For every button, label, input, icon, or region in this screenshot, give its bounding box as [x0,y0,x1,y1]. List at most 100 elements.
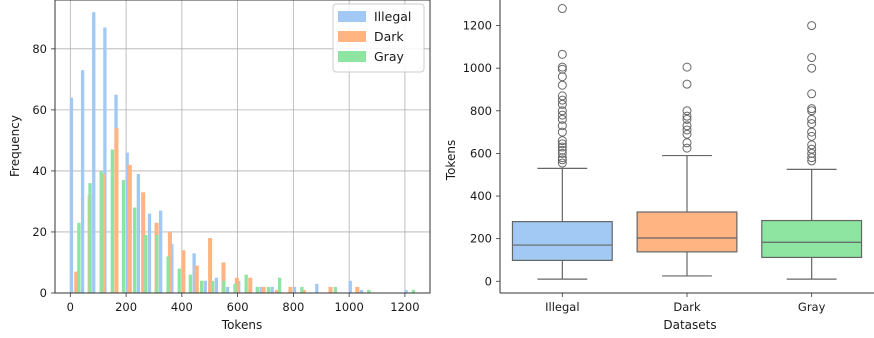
histogram-y-tick-label: 60 [32,103,47,117]
boxplot-panel: 0 200 400 600 800 1000 1200 Illegal Dark Gray Da… [444,0,874,332]
box-outlier-dark [682,111,692,121]
box-outlier-illegal [557,49,567,59]
histogram-x-tick-label: 0 [67,300,74,314]
histogram-bar-illegal [136,173,141,293]
histogram-panel: 0 200 400 600 800 1000 1200 0 20 40 60 80 Tokens F… [8,0,431,332]
histogram-bar-dark [261,286,266,293]
histogram-bar-illegal [92,12,96,293]
histogram-bar-gray [222,280,226,293]
histogram-bar-gray [155,235,159,293]
histogram-bar-dark [221,262,226,293]
histogram-bar-gray [244,274,248,293]
box-outlier-gray [807,53,817,63]
box-outlier-illegal [557,127,567,137]
box-outlier-illegal [557,106,567,116]
histogram-bar-dark [181,250,186,293]
histogram-bar-dark [234,277,239,293]
box-outlier-illegal [557,145,567,155]
histogram-bar-gray [277,277,282,293]
histogram-bar-illegal [214,277,219,293]
histogram-bar-gray [77,222,81,293]
box-outlier-illegal [557,136,567,146]
histogram-bar-illegal [203,280,207,293]
box-outlier-illegal [557,153,567,163]
legend-label-gray: Gray [374,49,404,64]
box-outlier-gray [807,89,817,99]
histogram-bar-gray [255,286,259,293]
box-body-illegal [511,221,613,261]
boxplot-y-tick-label: 800 [470,104,492,118]
boxplot-y-tick-label: 400 [470,189,492,203]
boxplot-y-tick-label: 200 [470,232,492,246]
histogram-x-tick-label: 1200 [390,300,419,314]
histogram-x-tick-label: 800 [282,300,304,314]
box-outlier-gray [807,119,817,129]
histogram-bar-dark [167,231,172,293]
histogram-bar-illegal [192,253,196,293]
histogram-bar-gray [333,286,338,293]
box-outlier-illegal [557,148,567,158]
histogram-x-tick-label: 600 [227,300,249,314]
histogram-bar-gray [132,207,137,293]
histogram-bar-illegal [225,286,230,293]
boxplot-y-ticks: 0 200 400 600 800 1000 1200 [463,19,500,288]
box-outlier-gray [807,156,817,166]
histogram-bar-dark [288,286,293,293]
box-outlier-gray [807,131,817,141]
boxplot-y-tick-label: 1000 [463,61,492,75]
box-outlier-gray [807,63,817,73]
box-outlier-gray [807,114,817,124]
histogram-y-tick-label: 40 [32,164,47,178]
histogram-y-tick-label: 80 [32,42,47,56]
boxplot-x-ticks: Illegal Dark Gray [545,293,826,314]
legend-label-illegal: Illegal [374,9,411,24]
histogram-bar-illegal [80,70,85,294]
box-outlier-illegal [557,155,567,165]
box-outlier-gray [807,127,817,137]
histogram-bar-gray [411,289,416,293]
histogram-y-ticks: 0 20 40 60 80 [32,42,55,300]
histogram-bar-gray [166,256,170,293]
histogram-bar-gray [211,280,215,293]
boxplot-y-axis-label: Tokens [444,140,458,181]
histogram-x-tick-label: 400 [171,300,193,314]
box-outlier-dark [682,125,692,135]
box-outlier-illegal [557,142,567,152]
histogram-x-tick-label: 200 [115,300,137,314]
box-outlier-illegal [557,62,567,72]
histogram-bar-gray [99,170,103,293]
histogram-bar-dark [248,277,253,293]
histogram-y-tick-label: 20 [32,225,47,239]
box-outlier-dark [682,138,692,148]
box-outlier-gray [807,153,817,163]
box-outlier-dark [682,62,692,72]
box-outlier-gray [807,148,817,158]
histogram-bar-gray [266,286,271,293]
legend-swatch-dark [338,31,366,42]
histogram-x-axis-label: Tokens [221,318,262,332]
boxplot-x-tick-label-dark: Dark [673,300,701,314]
boxplot-boxes [511,4,863,280]
boxplot-x-tick-label-illegal: Illegal [545,300,579,314]
histogram-bar-gray [110,149,114,293]
box-outlier-dark [682,129,692,139]
histogram-bar-dark [355,286,360,293]
box-outlier-illegal [557,80,567,90]
histogram-bar-gray [144,235,148,293]
histogram-bar-illegal [69,97,74,294]
histogram-x-ticks: 0 200 400 600 800 1000 1200 [67,293,420,314]
box-outlier-illegal [557,64,567,74]
histogram-bar-illegal [315,283,319,293]
boxplot-x-axis-label: Datasets [663,318,716,332]
box-outlier-gray [807,144,817,154]
box-outlier-illegal [557,95,567,105]
box-outlier-illegal [557,72,567,82]
histogram-bar-illegal [158,210,163,293]
histogram-bar-dark [194,265,199,293]
box-outlier-gray [807,21,817,31]
box-outlier-gray [807,106,817,116]
histogram-bar-dark [114,128,119,293]
box-body-gray [761,219,863,259]
legend-label-dark: Dark [374,29,404,44]
